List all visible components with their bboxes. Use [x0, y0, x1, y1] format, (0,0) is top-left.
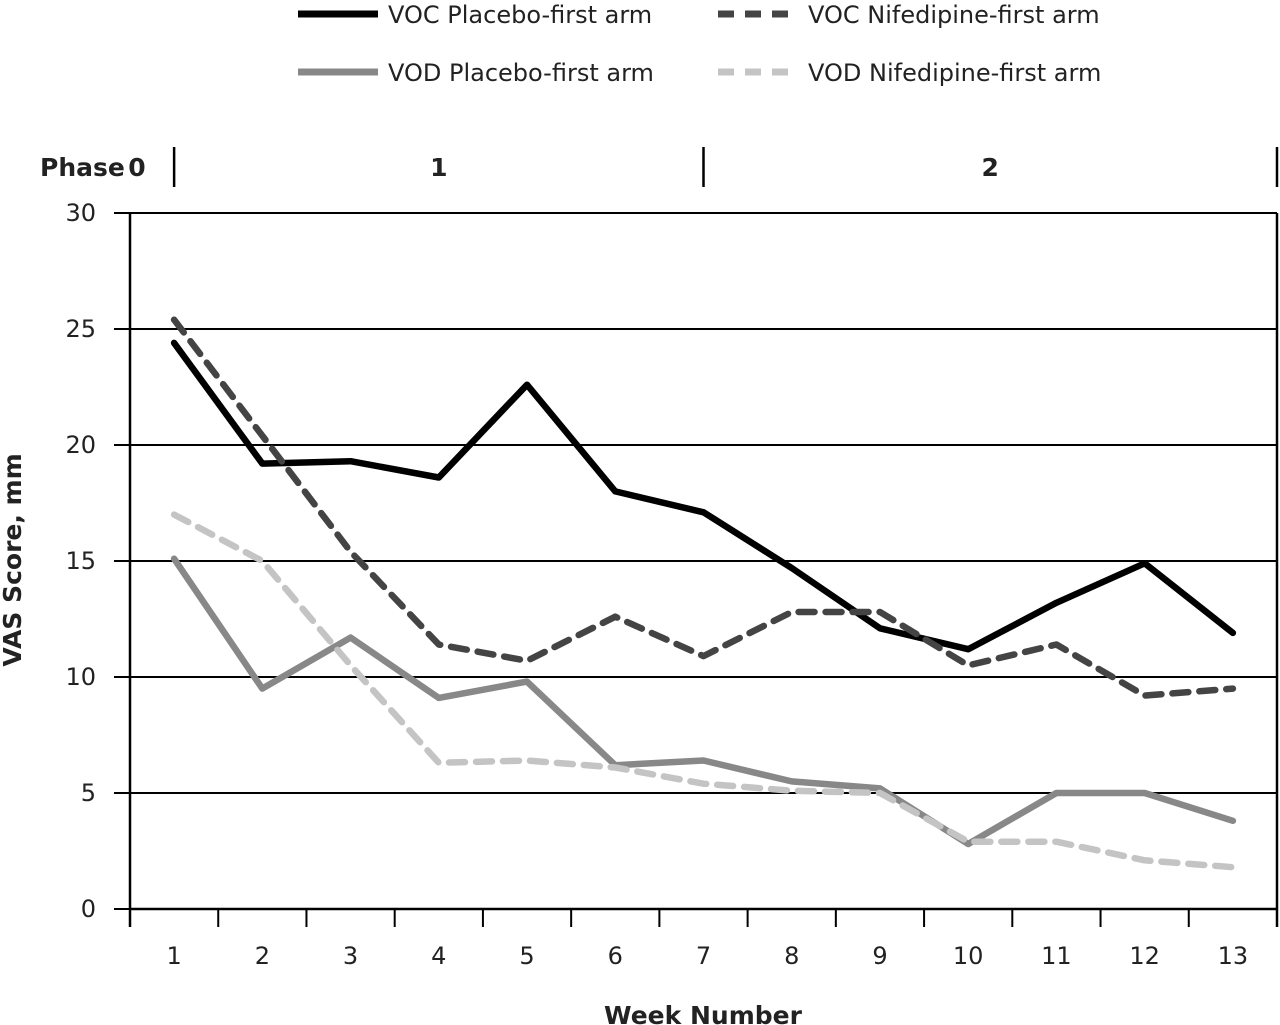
phase-title: Phase — [40, 153, 125, 182]
y-tick-label: 5 — [81, 779, 96, 807]
x-tick-label: 7 — [696, 942, 711, 970]
phase-label-0: 0 — [128, 153, 145, 182]
x-tick-label: 13 — [1218, 942, 1249, 970]
x-tick-label: 4 — [431, 942, 446, 970]
series-line-2 — [170, 316, 1237, 699]
phase-bar: Phase 0 1 2 — [40, 147, 1279, 187]
series-line-3 — [170, 555, 1237, 848]
y-tick-label: 30 — [65, 199, 96, 227]
phase-label-2: 2 — [982, 153, 999, 182]
y-tick-label: 25 — [65, 315, 96, 343]
series-line-4 — [170, 511, 1237, 871]
x-tick-label: 9 — [872, 942, 887, 970]
x-tick-label: 5 — [519, 942, 534, 970]
x-axis-title: Week Number — [604, 1001, 803, 1025]
phase-label-1: 1 — [430, 153, 447, 182]
y-tick-label: 15 — [65, 547, 96, 575]
y-tick-label: 20 — [65, 431, 96, 459]
legend-label-4: VOD Nifedipine-first arm — [808, 59, 1101, 87]
legend: VOC Placebo-first arm VOC Nifedipine-firs… — [298, 1, 1101, 87]
legend-label-2: VOC Nifedipine-first arm — [808, 1, 1100, 29]
legend-label-1: VOC Placebo-first arm — [388, 1, 652, 29]
y-tick-label: 10 — [65, 663, 96, 691]
x-tick-label: 3 — [343, 942, 358, 970]
x-tick-label: 11 — [1041, 942, 1072, 970]
series-line-1 — [170, 339, 1237, 653]
x-tick-label: 2 — [255, 942, 270, 970]
gridlines — [130, 212, 1277, 794]
x-tick-label: 1 — [166, 942, 181, 970]
x-tick-label: 8 — [784, 942, 799, 970]
y-axis-title: VAS Score, mm — [0, 453, 27, 666]
series-lines — [170, 316, 1237, 871]
x-tick-label: 12 — [1129, 942, 1160, 970]
y-tick-label: 0 — [81, 895, 96, 923]
legend-label-3: VOD Placebo-first arm — [388, 59, 654, 87]
x-tick-label: 10 — [953, 942, 984, 970]
x-tick-label: 6 — [608, 942, 623, 970]
